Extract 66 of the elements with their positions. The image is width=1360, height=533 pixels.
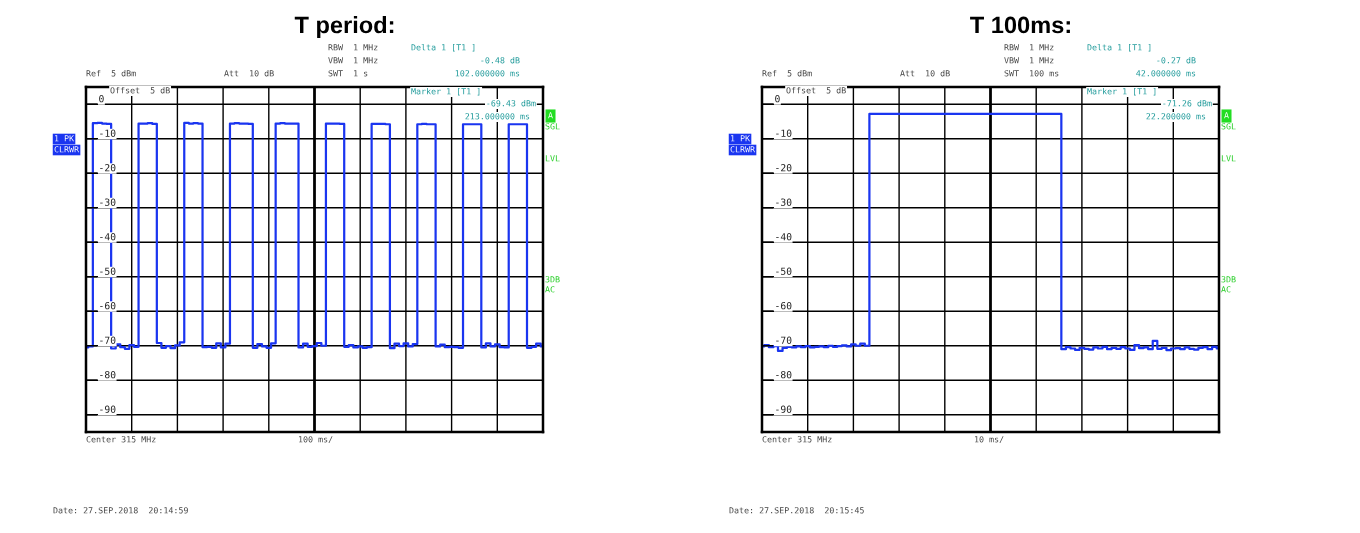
annotation: Marker 1 [T1 ] <box>1087 87 1156 96</box>
text: Date: 27.SEP.2018 20:15:45 <box>729 507 864 514</box>
text: -0.27 dB <box>1157 56 1196 64</box>
y-tick-label: -90 <box>100 405 116 413</box>
text: RBW 1 MHz <box>1004 44 1054 51</box>
text: Delta 1 [T1 ] <box>411 43 475 52</box>
y-tick-label: 0 <box>775 95 780 103</box>
text: Date: 27.SEP.2018 20:14:59 <box>53 507 188 514</box>
chart-title: T period: <box>294 16 394 38</box>
text: Center 315 MHz <box>762 436 832 443</box>
text: CLRWR <box>730 146 756 153</box>
text: 42.000000 ms <box>1136 70 1196 77</box>
y-tick-label: -40 <box>100 233 116 241</box>
annotation: -69.43 dBm <box>487 99 536 107</box>
y-tick-label: -70 <box>100 336 116 344</box>
text: 3DB <box>545 276 560 283</box>
text: AC <box>545 286 555 293</box>
annotation: Marker 1 [T1 ] <box>411 87 480 96</box>
text: Ref 5 dBm <box>762 69 812 77</box>
y-tick-label: -80 <box>100 371 116 379</box>
annotation: 213.000000 ms <box>465 113 530 120</box>
text: LVL <box>1221 155 1236 162</box>
y-tick-label: -30 <box>100 198 116 206</box>
y-tick-label: -60 <box>776 302 792 310</box>
text: Delta 1 [T1 ] <box>1087 43 1151 52</box>
text: SGL <box>545 123 560 130</box>
text: 3DB <box>1221 276 1236 283</box>
text: SGL <box>1221 123 1236 130</box>
text: A <box>548 112 553 119</box>
y-tick-label: -90 <box>776 405 792 413</box>
text: Ref 5 dBm <box>86 69 136 77</box>
text: 10 ms/ <box>975 436 1004 444</box>
text: LVL <box>545 155 560 162</box>
text: 100 ms/ <box>299 436 333 444</box>
y-tick-label: -40 <box>776 233 792 241</box>
text: VBW 1 MHz <box>1004 57 1054 64</box>
y-tick-label: -20 <box>100 164 116 172</box>
text: RBW 1 MHz <box>328 44 378 51</box>
annotation: 22.200000 ms <box>1146 113 1206 120</box>
text: Center 315 MHz <box>86 436 156 443</box>
chart-title: T 100ms: <box>970 16 1070 34</box>
y-tick-label: -80 <box>776 371 792 379</box>
y-tick-label: -50 <box>100 267 116 275</box>
y-tick-label: -30 <box>776 198 792 206</box>
y-tick-label: -20 <box>776 164 792 172</box>
annotation: Offset 5 dB <box>110 86 170 94</box>
text: SWT 100 ms <box>1004 70 1059 77</box>
y-tick-label: -10 <box>100 129 116 137</box>
text: CLRWR <box>54 146 80 153</box>
text: 1 PK <box>55 135 75 142</box>
text: VBW 1 MHz <box>328 57 378 64</box>
text: 102.000000 ms <box>455 70 520 77</box>
text: 1 PK <box>731 135 751 142</box>
text: AC <box>1221 286 1231 293</box>
y-tick-label: -50 <box>776 267 792 275</box>
y-tick-label: -70 <box>776 336 792 344</box>
text: Att 10 dB <box>900 69 950 77</box>
text: -0.48 dB <box>481 56 520 64</box>
y-tick-label: -10 <box>776 129 792 137</box>
text: Att 10 dB <box>224 69 274 77</box>
text: A <box>1224 112 1229 119</box>
annotation: Offset 5 dB <box>786 86 846 94</box>
text: SWT 1 s <box>328 70 368 77</box>
y-tick-label: -60 <box>100 302 116 310</box>
annotation: -71.26 dBm <box>1163 99 1212 107</box>
y-tick-label: 0 <box>99 95 104 103</box>
